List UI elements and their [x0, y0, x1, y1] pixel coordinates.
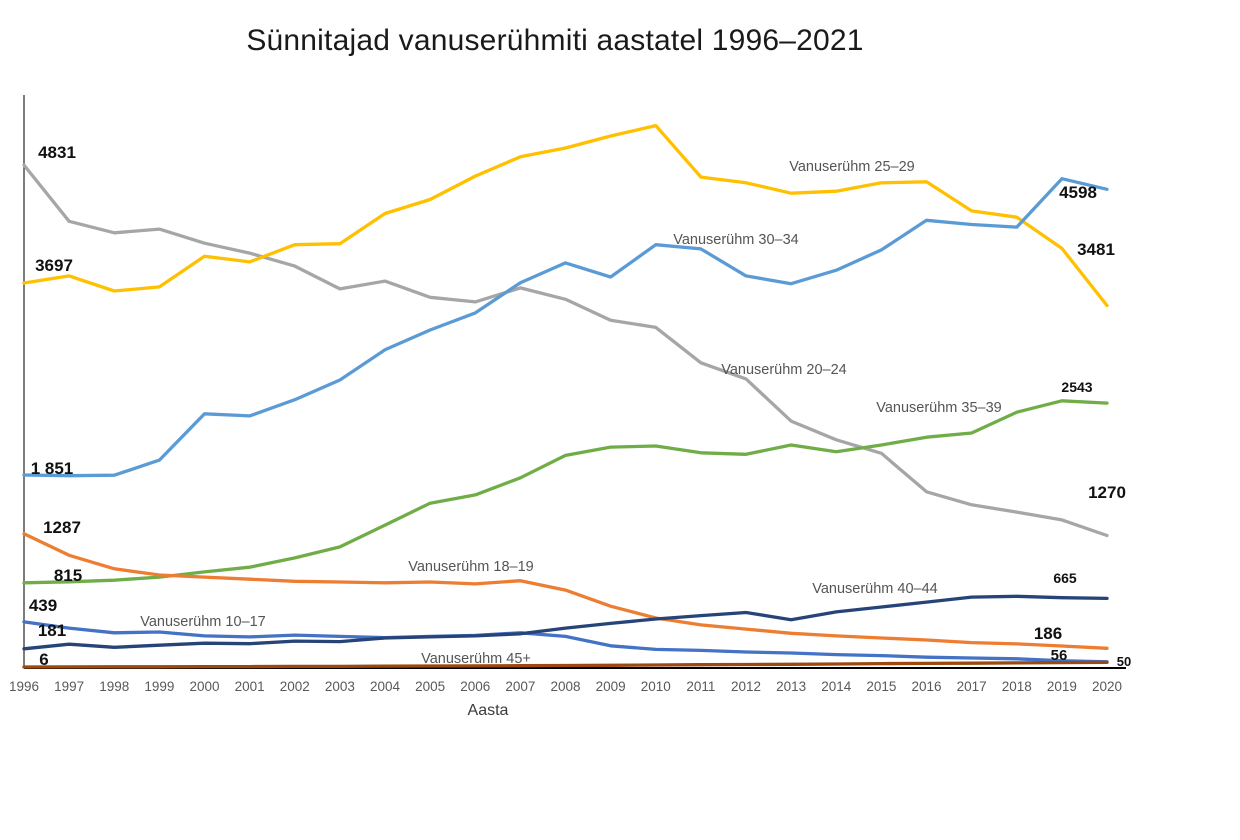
x-axis-tick-label: 2001 [235, 679, 265, 694]
x-axis-tick-label: 2020 [1092, 679, 1122, 694]
x-axis-tick-label: 2007 [505, 679, 535, 694]
x-axis-tick-label: 2015 [866, 679, 896, 694]
value-label: 815 [54, 566, 82, 585]
series-line-vanuseruhm-20-24 [22, 163, 1109, 538]
series-line-vanuseruhm-35-39 [22, 399, 1109, 585]
value-label: 3697 [35, 256, 73, 275]
x-axis-tick-label: 2019 [1047, 679, 1077, 694]
value-label: 1 851 [31, 459, 74, 478]
value-label: 50 [1117, 654, 1131, 669]
value-label: 3481 [1077, 240, 1115, 259]
series-annotation: Vanuserühm 30–34 [673, 232, 799, 248]
x-axis-tick-label: 1996 [9, 679, 39, 694]
series-annotation: Vanuserühm 20–24 [721, 362, 847, 378]
series-annotation: Vanuserühm 25–29 [789, 159, 915, 175]
series-line-vanuseruhm-45plus [22, 660, 1109, 669]
x-axis-tick-label: 2006 [460, 679, 490, 694]
value-label: 181 [38, 621, 66, 640]
x-axis-tick-label: 1999 [144, 679, 174, 694]
x-axis-tick-label: 2004 [370, 679, 401, 694]
value-label: 4598 [1059, 183, 1097, 202]
value-label: 6 [39, 650, 48, 669]
value-label: 4831 [38, 143, 76, 162]
x-axis-tick-label: 2016 [911, 679, 941, 694]
x-axis-tick-label: 2018 [1002, 679, 1032, 694]
x-axis-tick-label: 2017 [957, 679, 987, 694]
x-axis-tick-label: 2010 [641, 679, 671, 694]
chart-title: Sünnitajad vanuserühmiti aastatel 1996–2… [246, 24, 864, 57]
x-axis-tick-label: 2003 [325, 679, 355, 694]
series-annotation: Vanuserühm 45+ [421, 651, 531, 667]
series-annotation: Vanuserühm 10–17 [140, 614, 266, 630]
series-annotation: Vanuserühm 40–44 [812, 581, 938, 597]
series-line-vanuseruhm-40-44 [22, 594, 1109, 651]
series-annotation: Vanuserühm 18–19 [408, 559, 534, 575]
x-axis-tick-label: 1998 [99, 679, 129, 694]
value-label: 1270 [1088, 483, 1126, 502]
x-axis-tick-label: 2008 [550, 679, 580, 694]
x-axis-title: Aasta [467, 702, 509, 719]
x-axis-tick-label: 2012 [731, 679, 761, 694]
x-axis-tick-label: 2002 [280, 679, 310, 694]
x-axis-tick-label: 2005 [415, 679, 445, 694]
x-axis-tick-label: 2000 [189, 679, 219, 694]
series-line-vanuseruhm-30-34 [22, 177, 1109, 478]
x-axis-tick-label: 2014 [821, 679, 852, 694]
series-line-vanuseruhm-25-29 [22, 123, 1109, 308]
series-line-vanuseruhm-10-17 [22, 620, 1109, 664]
x-axis-tick-label: 2013 [776, 679, 806, 694]
value-label: 665 [1053, 570, 1077, 586]
value-label: 439 [29, 596, 57, 615]
value-label: 186 [1034, 624, 1062, 643]
x-axis-tick-label: 1997 [54, 679, 84, 694]
value-label: 1287 [43, 518, 81, 537]
value-label: 2543 [1061, 379, 1092, 395]
x-axis-tick-label: 2009 [596, 679, 626, 694]
series-annotation: Vanuserühm 35–39 [876, 400, 1002, 416]
series-line-vanuseruhm-18-19 [22, 532, 1109, 650]
x-axis-tick-label: 2011 [686, 679, 715, 694]
value-label: 56 [1051, 647, 1068, 664]
